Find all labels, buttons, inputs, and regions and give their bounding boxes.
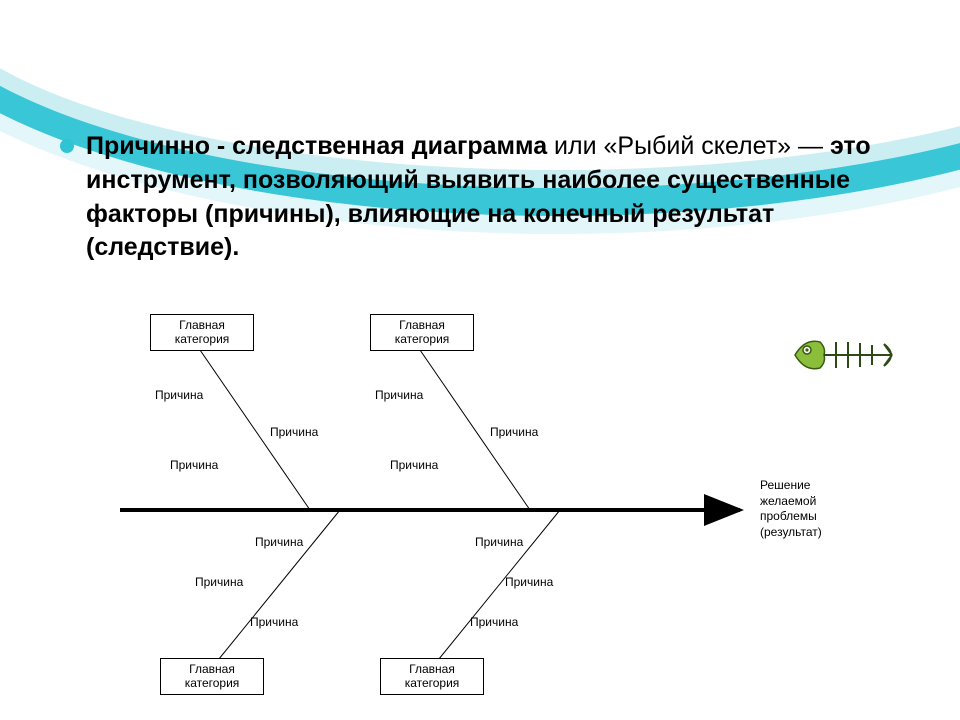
category-box-top-2: Главная категория <box>370 314 474 351</box>
cause-label: Причина <box>490 425 538 439</box>
cause-label: Причина <box>270 425 318 439</box>
cause-label: Причина <box>170 458 218 472</box>
category-box-top-1: Главная категория <box>150 314 254 351</box>
cause-label: Причина <box>470 615 518 629</box>
cause-label: Причина <box>250 615 298 629</box>
result-label: Решение желаемой проблемы (результат) <box>760 478 870 540</box>
cause-label: Причина <box>155 388 203 402</box>
cause-label: Причина <box>505 575 553 589</box>
fishbone-diagram: Главная категория Главная категория Глав… <box>60 330 900 690</box>
cause-label: Причина <box>390 458 438 472</box>
heading-plain-mid: или «Рыбий скелет» — <box>554 132 830 160</box>
cause-label: Причина <box>375 388 423 402</box>
category-box-bottom-2: Главная категория <box>380 658 484 695</box>
heading-text: Причинно - следственная диаграмма или «Р… <box>86 130 910 265</box>
category-box-bottom-1: Главная категория <box>160 658 264 695</box>
cause-label: Причина <box>255 535 303 549</box>
heading-bold-lead: Причинно - следственная диаграмма <box>86 132 554 160</box>
cause-label: Причина <box>195 575 243 589</box>
cause-label: Причина <box>475 535 523 549</box>
heading-block: Причинно - следственная диаграмма или «Р… <box>60 130 910 265</box>
bullet-icon <box>60 139 74 153</box>
